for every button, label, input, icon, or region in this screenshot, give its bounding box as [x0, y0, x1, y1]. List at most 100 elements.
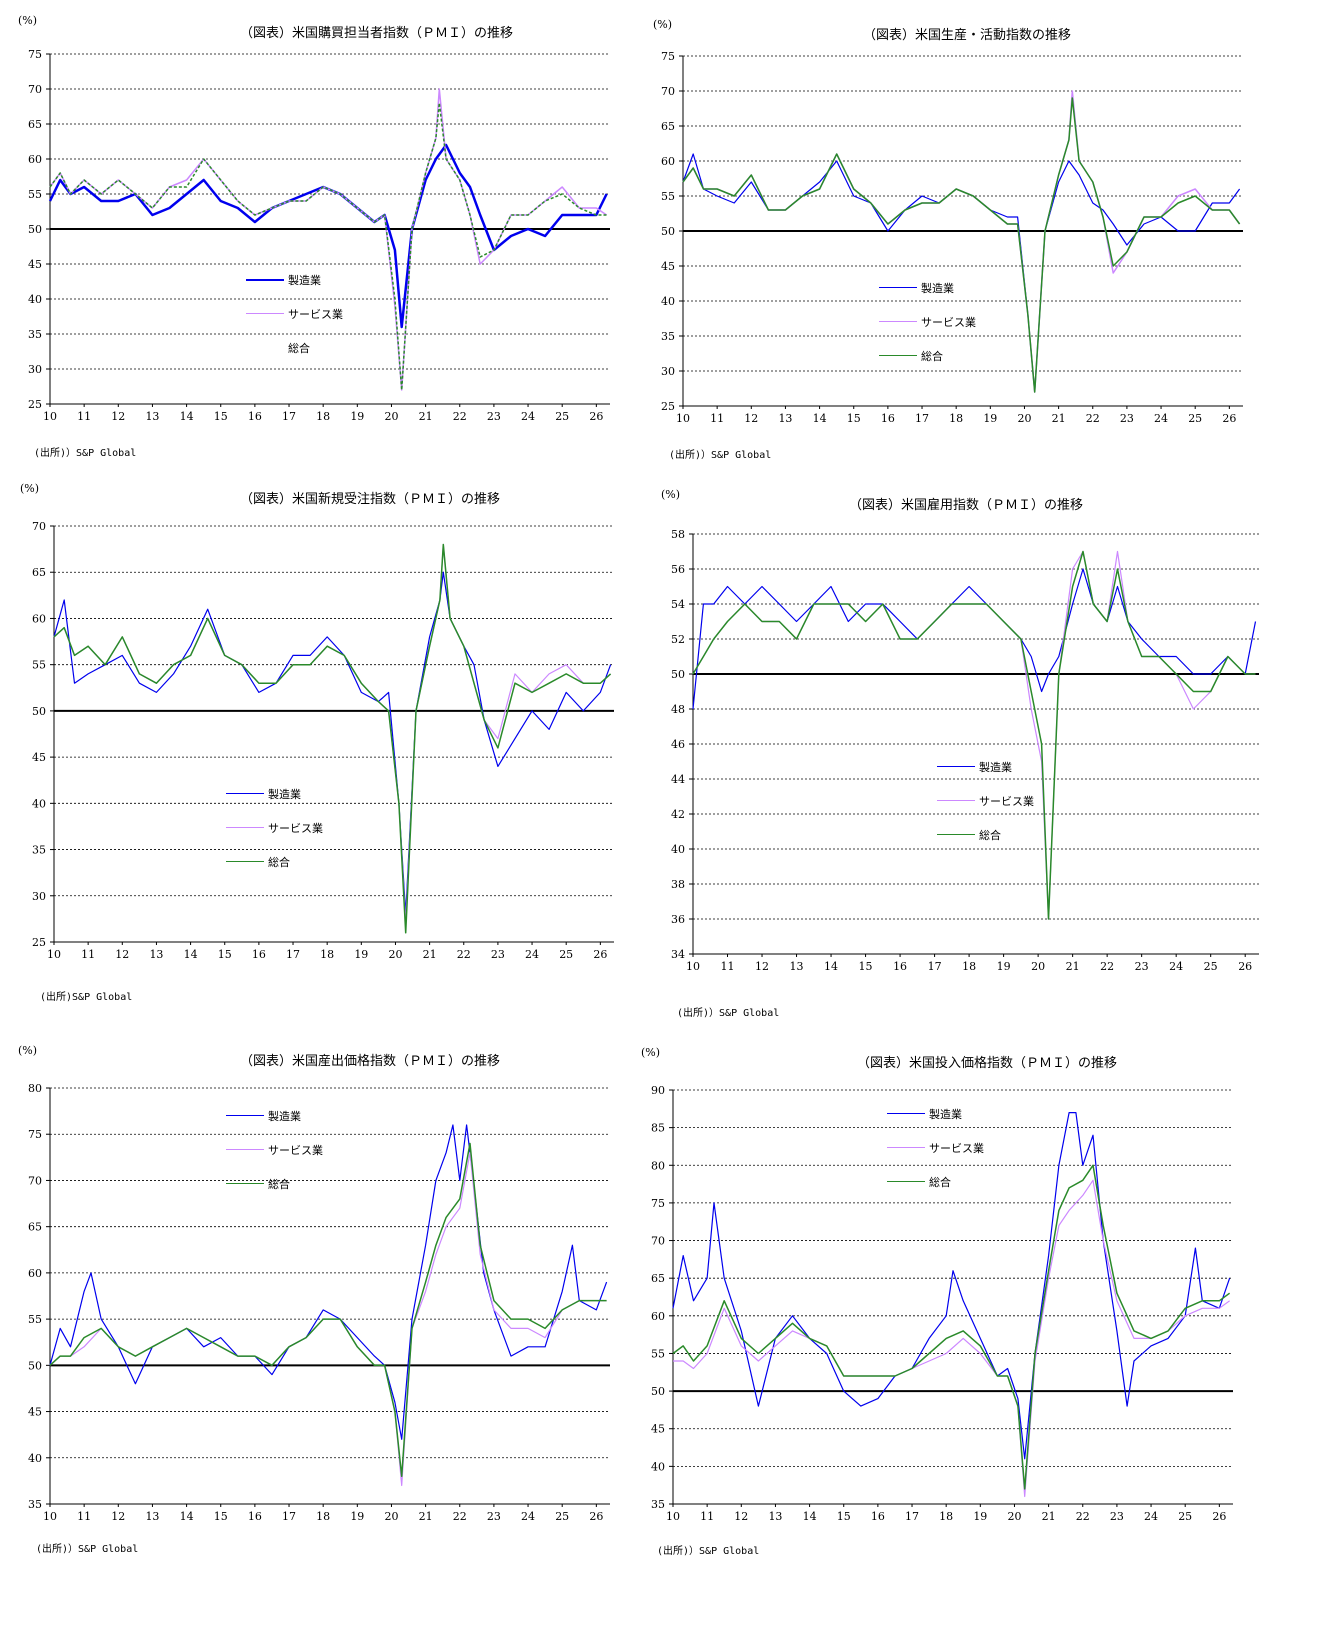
- legend-swatch: [246, 313, 284, 314]
- x-tick-label: 14: [813, 412, 827, 425]
- x-tick-label: 23: [491, 948, 505, 961]
- x-tick-label: 16: [893, 960, 907, 973]
- x-tick-label: 10: [686, 960, 700, 973]
- series-line: [682, 153, 1241, 393]
- x-tick-label: 24: [1154, 412, 1168, 425]
- series-line: [692, 550, 1256, 920]
- x-tick-label: 18: [939, 1510, 953, 1523]
- y-tick-label: 55: [28, 1313, 42, 1326]
- x-tick-label: 21: [1066, 960, 1080, 973]
- series-line: [692, 550, 1256, 920]
- y-tick-label: 65: [28, 118, 42, 131]
- x-tick-label: 13: [145, 410, 159, 423]
- x-tick-label: 23: [487, 1510, 501, 1523]
- y-tick-label: 70: [661, 85, 675, 98]
- y-tick-label: 50: [32, 705, 46, 718]
- series-line: [49, 1124, 608, 1440]
- source-note: (出所)）S&P Global: [677, 1008, 780, 1019]
- x-tick-label: 23: [1135, 960, 1149, 973]
- y-tick-label: 35: [651, 1498, 665, 1511]
- x-tick-label: 22: [453, 410, 467, 423]
- x-tick-label: 24: [521, 410, 535, 423]
- x-tick-label: 22: [1076, 1510, 1090, 1523]
- y-tick-label: 50: [28, 1359, 42, 1372]
- y-tick-label: 35: [28, 328, 42, 341]
- legend-swatch: [879, 355, 917, 356]
- legend-swatch: [887, 1113, 925, 1114]
- y-tick-label: 65: [651, 1272, 665, 1285]
- y-tick-label: 34: [671, 948, 685, 961]
- x-tick-label: 17: [286, 948, 300, 961]
- y-tick-label: 45: [28, 1406, 42, 1419]
- y-tick-label: 48: [671, 703, 685, 716]
- y-tick-label: 60: [28, 1267, 42, 1280]
- x-tick-label: 18: [320, 948, 334, 961]
- x-tick-label: 12: [111, 410, 125, 423]
- y-tick-label: 35: [32, 844, 46, 857]
- x-tick-label: 10: [47, 948, 61, 961]
- x-tick-label: 21: [1042, 1510, 1056, 1523]
- y-tick-label: 85: [651, 1122, 665, 1135]
- x-tick-label: 18: [962, 960, 976, 973]
- x-tick-label: 13: [145, 1510, 159, 1523]
- y-tick-label: 35: [28, 1498, 42, 1511]
- legend-label: 製造業: [929, 1108, 962, 1121]
- x-tick-label: 13: [790, 960, 804, 973]
- x-tick-label: 25: [555, 1510, 569, 1523]
- chart-title: （図表）米国雇用指数（ＰＭＩ）の推移: [849, 498, 1084, 513]
- legend-label: 製造業: [288, 274, 321, 287]
- x-tick-label: 13: [768, 1510, 782, 1523]
- y-tick-label: 60: [651, 1310, 665, 1323]
- y-tick-label: 75: [28, 48, 42, 61]
- x-tick-label: 13: [149, 948, 163, 961]
- legend-label: サービス業: [979, 795, 1034, 808]
- chart-panel-output-activity: (%) （図表）米国生産・活動指数の推移 (出所)）S&P Global 25 30 35…: [653, 0, 1339, 544]
- x-tick-label: 16: [881, 412, 895, 425]
- x-tick-label: 12: [115, 948, 129, 961]
- x-tick-label: 14: [184, 948, 198, 961]
- y-tick-label: 44: [671, 773, 685, 786]
- x-tick-label: 23: [1120, 412, 1134, 425]
- x-tick-label: 26: [593, 948, 607, 961]
- y-tick-label: 70: [32, 520, 46, 533]
- legend-label: サービス業: [268, 1144, 323, 1157]
- x-tick-label: 20: [1017, 412, 1031, 425]
- x-tick-label: 17: [282, 410, 296, 423]
- x-tick-label: 21: [423, 948, 437, 961]
- x-tick-label: 26: [1238, 960, 1252, 973]
- chart-panel-employment: (%) （図表）米国雇用指数（ＰＭＩ）の推移 (出所)）S&P Global 34 36…: [661, 476, 1339, 1020]
- x-tick-label: 20: [384, 410, 398, 423]
- legend-label: 総合: [979, 829, 1001, 842]
- x-tick-label: 18: [316, 1510, 330, 1523]
- legend-swatch: [937, 834, 975, 835]
- y-tick-label: 35: [661, 330, 675, 343]
- y-tick-label: 42: [671, 808, 685, 821]
- y-unit-label: (%): [20, 482, 40, 495]
- y-tick-label: 40: [28, 1452, 42, 1465]
- x-tick-label: 26: [589, 1510, 603, 1523]
- x-tick-label: 17: [928, 960, 942, 973]
- y-tick-label: 90: [651, 1084, 665, 1097]
- x-tick-label: 15: [847, 412, 861, 425]
- legend-swatch: [879, 287, 917, 288]
- y-tick-label: 46: [671, 738, 685, 751]
- chart-panel-input-prices: (%) （図表）米国投入価格指数（ＰＭＩ）の推移 (出所)）S&P Global 35…: [641, 1040, 1339, 1584]
- x-tick-label: 22: [1100, 960, 1114, 973]
- legend-swatch: [887, 1181, 925, 1182]
- y-tick-label: 45: [661, 260, 675, 273]
- y-tick-label: 65: [28, 1221, 42, 1234]
- y-tick-label: 80: [651, 1159, 665, 1172]
- legend-swatch: [226, 1183, 264, 1184]
- legend-label: 製造業: [268, 788, 301, 801]
- series-line: [53, 543, 612, 934]
- x-tick-label: 15: [214, 1510, 228, 1523]
- x-tick-label: 22: [453, 1510, 467, 1523]
- x-tick-label: 21: [419, 1510, 433, 1523]
- x-tick-label: 16: [248, 410, 262, 423]
- x-tick-label: 25: [1204, 960, 1218, 973]
- x-tick-label: 25: [555, 410, 569, 423]
- y-tick-label: 55: [651, 1347, 665, 1360]
- y-tick-label: 40: [661, 295, 675, 308]
- y-tick-label: 65: [32, 566, 46, 579]
- y-tick-label: 38: [671, 878, 685, 891]
